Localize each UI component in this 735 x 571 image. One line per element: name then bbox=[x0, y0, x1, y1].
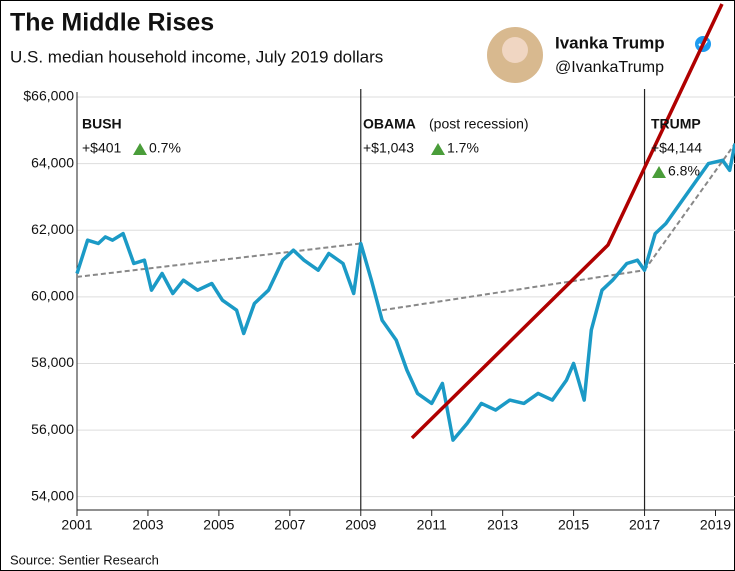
up-arrow bbox=[652, 166, 666, 178]
y-tick-label: 54,000 bbox=[31, 487, 74, 503]
tweet-name[interactable]: Ivanka Trump bbox=[555, 33, 665, 52]
y-tick-label: 62,000 bbox=[31, 221, 74, 237]
x-tick-label: 2015 bbox=[558, 517, 589, 533]
annotation-title: BUSH bbox=[82, 116, 122, 132]
annotation-pct: 0.7% bbox=[149, 140, 181, 156]
annotation-title: OBAMA bbox=[363, 116, 416, 132]
annotation-change: +$1,043 bbox=[363, 140, 414, 156]
x-tick-label: 2005 bbox=[203, 517, 234, 533]
x-tick-label: 2011 bbox=[417, 517, 447, 533]
y-tick-label: 60,000 bbox=[31, 288, 74, 304]
trend-line bbox=[381, 269, 645, 312]
annotation-pct: 6.8% bbox=[668, 163, 700, 179]
avatar-face bbox=[502, 37, 528, 63]
y-tick-label: 58,000 bbox=[31, 354, 74, 370]
x-tick-label: 2017 bbox=[629, 517, 660, 533]
annotation-change: +$401 bbox=[82, 140, 122, 156]
trend-line bbox=[643, 143, 735, 271]
source: Source: Sentier Research bbox=[10, 552, 159, 567]
up-arrow bbox=[133, 143, 147, 155]
y-tick-label: 56,000 bbox=[31, 421, 74, 437]
up-arrow bbox=[431, 143, 445, 155]
y-tick-label: $66,000 bbox=[23, 88, 74, 104]
annotation-pct: 1.7% bbox=[447, 140, 479, 156]
chart-title: The Middle Rises bbox=[10, 9, 214, 37]
y-tick-label: 64,000 bbox=[31, 154, 74, 170]
x-tick-label: 2007 bbox=[274, 517, 305, 533]
chart-subtitle: U.S. median household income, July 2019 … bbox=[10, 47, 383, 66]
annotation-change: +$4,144 bbox=[651, 140, 702, 156]
income-line bbox=[75, 143, 735, 442]
x-tick-label: 2009 bbox=[345, 517, 376, 533]
annotation-title: TRUMP bbox=[651, 116, 701, 132]
x-tick-label: 2003 bbox=[132, 517, 163, 533]
annotation-note: (post recession) bbox=[429, 116, 529, 132]
hand-drawn-line bbox=[410, 3, 724, 440]
x-tick-label: 2001 bbox=[61, 517, 92, 533]
x-tick-label: 2013 bbox=[487, 517, 518, 533]
x-tick-label: 2019 bbox=[700, 517, 731, 533]
tweet-handle[interactable]: @IvankaTrump bbox=[555, 59, 664, 76]
